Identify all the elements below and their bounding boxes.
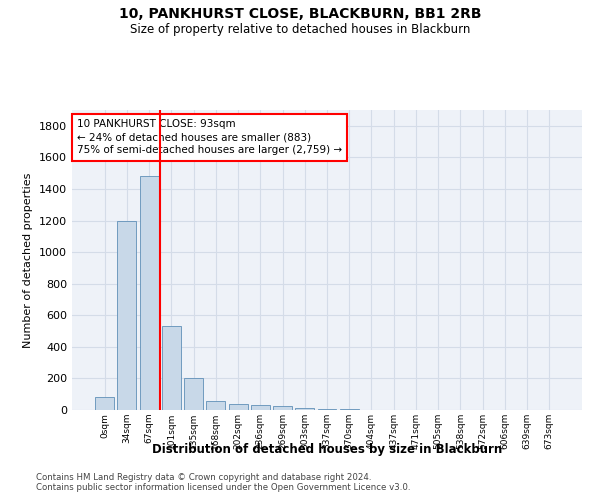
Text: Contains public sector information licensed under the Open Government Licence v3: Contains public sector information licen… [36,482,410,492]
Bar [273,406,292,410]
Bar [140,176,158,410]
Bar [229,404,248,410]
Bar [340,409,359,410]
Text: 10 PANKHURST CLOSE: 93sqm
← 24% of detached houses are smaller (883)
75% of semi: 10 PANKHURST CLOSE: 93sqm ← 24% of detac… [77,119,342,156]
Bar [317,409,337,410]
Bar [95,398,114,410]
Bar [295,408,314,410]
Bar [251,406,270,410]
Text: Contains HM Land Registry data © Crown copyright and database right 2024.: Contains HM Land Registry data © Crown c… [36,472,371,482]
Bar [184,378,203,410]
Bar [206,400,225,410]
Text: Distribution of detached houses by size in Blackburn: Distribution of detached houses by size … [152,442,502,456]
Y-axis label: Number of detached properties: Number of detached properties [23,172,34,348]
Bar [118,220,136,410]
Text: Size of property relative to detached houses in Blackburn: Size of property relative to detached ho… [130,22,470,36]
Bar [162,326,181,410]
Text: 10, PANKHURST CLOSE, BLACKBURN, BB1 2RB: 10, PANKHURST CLOSE, BLACKBURN, BB1 2RB [119,8,481,22]
